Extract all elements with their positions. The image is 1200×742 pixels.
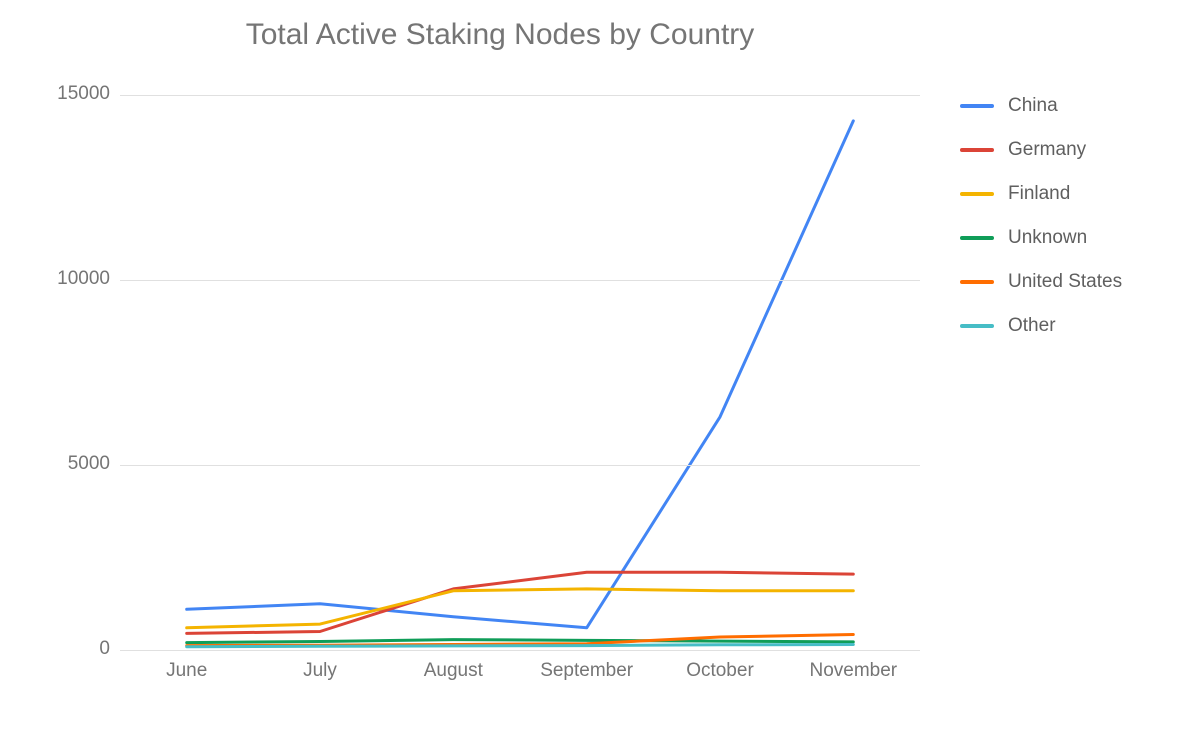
legend-label: Finland bbox=[1008, 183, 1070, 205]
gridline bbox=[120, 280, 920, 281]
legend-swatch bbox=[960, 148, 994, 152]
legend: China Germany Finland Unknown United States O… bbox=[960, 95, 1122, 359]
x-tick-label: June bbox=[120, 660, 253, 682]
legend-item: Finland bbox=[960, 183, 1122, 205]
x-tick-label: October bbox=[653, 660, 786, 682]
legend-swatch bbox=[960, 236, 994, 240]
gridline bbox=[120, 650, 920, 651]
chart-svg bbox=[120, 95, 920, 650]
legend-label: Unknown bbox=[1008, 227, 1087, 249]
legend-label: Germany bbox=[1008, 139, 1086, 161]
series-line bbox=[187, 121, 854, 628]
legend-swatch bbox=[960, 280, 994, 284]
legend-item: Other bbox=[960, 315, 1122, 337]
gridline bbox=[120, 95, 920, 96]
legend-item: China bbox=[960, 95, 1122, 117]
gridline bbox=[120, 465, 920, 466]
y-tick-label: 5000 bbox=[10, 453, 110, 475]
y-tick-label: 10000 bbox=[10, 268, 110, 290]
legend-label: United States bbox=[1008, 271, 1122, 293]
legend-swatch bbox=[960, 104, 994, 108]
plot-area bbox=[120, 95, 920, 650]
x-tick-label: September bbox=[520, 660, 653, 682]
legend-item: United States bbox=[960, 271, 1122, 293]
legend-swatch bbox=[960, 324, 994, 328]
x-tick-label: July bbox=[253, 660, 386, 682]
chart-container: Total Active Staking Nodes by Country Ch… bbox=[0, 0, 1200, 742]
series-line bbox=[187, 640, 854, 643]
x-tick-label: November bbox=[787, 660, 920, 682]
x-tick-label: August bbox=[387, 660, 520, 682]
legend-label: Other bbox=[1008, 315, 1056, 337]
legend-label: China bbox=[1008, 95, 1058, 117]
y-tick-label: 15000 bbox=[10, 83, 110, 105]
legend-item: Unknown bbox=[960, 227, 1122, 249]
y-tick-label: 0 bbox=[10, 638, 110, 660]
chart-title: Total Active Staking Nodes by Country bbox=[0, 18, 1000, 52]
legend-swatch bbox=[960, 192, 994, 196]
legend-item: Germany bbox=[960, 139, 1122, 161]
